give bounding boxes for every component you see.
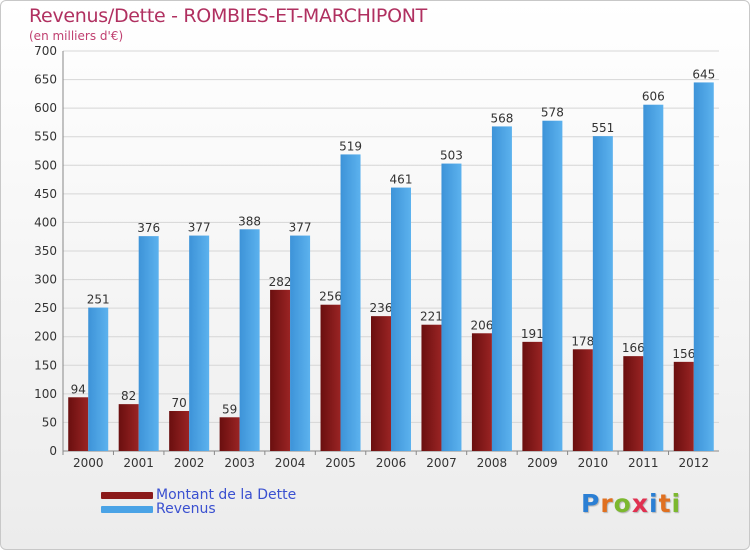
revenus-value-label: 551	[591, 121, 614, 135]
dette-bar	[572, 349, 593, 451]
logo-letter: r	[600, 489, 614, 518]
y-tick-label: 300	[34, 273, 57, 287]
dette-bar	[673, 361, 694, 451]
chart-title: Revenus/Dette - ROMBIES-ET-MARCHIPONT	[29, 5, 427, 27]
revenus-value-label: 251	[87, 293, 110, 307]
legend-label-dette: Montant de la Dette	[156, 487, 297, 503]
x-tick-label: 2002	[174, 456, 205, 470]
dette-bar	[522, 341, 543, 451]
revenus-value-label: 461	[390, 173, 413, 187]
dette-value-label: 94	[71, 382, 86, 396]
x-tick-label: 2010	[578, 456, 609, 470]
y-tick-label: 600	[34, 101, 57, 115]
dette-bar	[270, 289, 291, 451]
revenus-value-label: 376	[137, 221, 160, 235]
dette-value-label: 236	[370, 301, 393, 315]
logo-letter: o	[613, 489, 632, 518]
x-tick-label: 2005	[325, 456, 356, 470]
dette-value-label: 70	[172, 396, 187, 410]
revenus-value-label: 377	[289, 221, 312, 235]
x-tick-label: 2003	[224, 456, 255, 470]
revenus-value-label: 503	[440, 149, 463, 163]
dette-value-label: 59	[222, 402, 237, 416]
revenus-bar	[391, 187, 411, 452]
revenus-bar	[239, 229, 260, 451]
dette-value-label: 221	[420, 310, 443, 324]
y-tick-label: 550	[34, 130, 57, 144]
dette-bar	[118, 404, 139, 451]
revenus-bar	[592, 136, 613, 451]
x-tick-label: 2012	[678, 456, 709, 470]
legend-swatch-dette	[101, 492, 153, 499]
chart-subtitle: (en milliers d'€)	[29, 29, 124, 43]
y-tick-label: 150	[34, 358, 57, 372]
y-tick-label: 250	[34, 301, 57, 315]
dette-bar	[371, 316, 391, 451]
dette-bar	[471, 333, 492, 451]
dette-bar	[68, 397, 89, 451]
revenus-value-label: 578	[541, 106, 564, 120]
logo-letter: P	[581, 489, 601, 518]
dette-value-label: 156	[672, 347, 695, 361]
logo-letter: i	[649, 489, 659, 518]
revenus-bar	[643, 104, 664, 451]
y-tick-label: 100	[34, 387, 57, 401]
logo-letter: x	[631, 489, 649, 518]
y-tick-label: 200	[34, 330, 57, 344]
x-tick-label: 2000	[73, 456, 104, 470]
dette-bar	[421, 324, 442, 451]
y-tick-label: 50	[42, 415, 57, 429]
revenus-bar	[441, 163, 462, 452]
revenus-bar	[290, 235, 311, 451]
y-tick-label: 500	[34, 158, 57, 172]
y-tick-label: 700	[34, 44, 57, 58]
x-tick-label: 2008	[477, 456, 508, 470]
revenus-bar	[491, 126, 512, 451]
revenus-value-label: 645	[692, 67, 715, 81]
x-tick-label: 2009	[527, 456, 558, 470]
y-tick-label: 450	[34, 187, 57, 201]
dette-bar	[219, 417, 240, 451]
revenus-bar	[693, 82, 714, 451]
revenus-bar	[340, 154, 361, 451]
legend-label-revenus: Revenus	[156, 501, 216, 517]
dette-value-label: 82	[121, 389, 136, 403]
y-tick-label: 0	[49, 444, 57, 458]
y-tick-label: 350	[34, 244, 57, 258]
x-tick-label: 2006	[376, 456, 407, 470]
x-tick-label: 2001	[123, 456, 154, 470]
revenus-bar	[189, 235, 210, 451]
dette-value-label: 256	[319, 290, 342, 304]
dette-bar	[320, 304, 341, 451]
revenus-bar	[88, 307, 109, 451]
dette-bar	[169, 411, 190, 451]
x-tick-label: 2011	[628, 456, 659, 470]
revenus-value-label: 519	[339, 139, 362, 153]
dette-value-label: 206	[470, 318, 493, 332]
dette-value-label: 178	[571, 334, 594, 348]
x-tick-label: 2004	[275, 456, 306, 470]
legend-swatch-revenus	[101, 506, 153, 513]
revenus-value-label: 377	[188, 221, 211, 235]
revenus-value-label: 606	[642, 90, 665, 104]
revenus-value-label: 568	[490, 111, 513, 125]
dette-bar	[623, 356, 644, 451]
y-tick-label: 400	[34, 215, 57, 229]
dette-value-label: 191	[521, 327, 544, 341]
y-tick-label: 650	[34, 73, 57, 87]
dette-value-label: 282	[269, 275, 292, 289]
revenus-bar	[138, 236, 159, 451]
revenus-bar	[542, 120, 563, 451]
logo-letter: i	[671, 489, 682, 518]
x-tick-label: 2007	[426, 456, 457, 470]
revenus-value-label: 388	[238, 214, 261, 228]
proxiti-logo: Proxiti	[581, 489, 681, 518]
logo-letter: t	[658, 489, 672, 518]
dette-value-label: 166	[622, 341, 645, 355]
